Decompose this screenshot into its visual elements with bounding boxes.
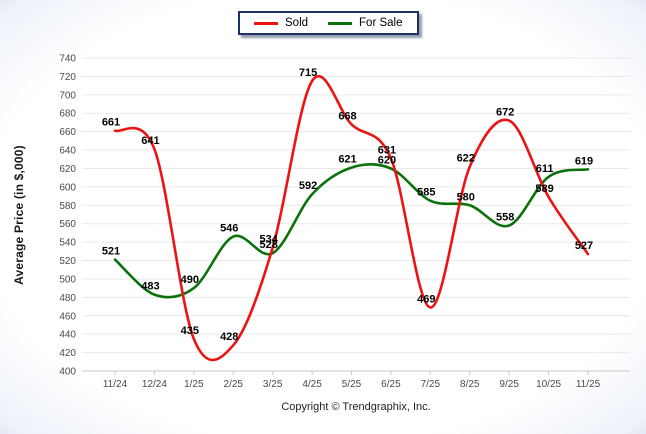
x-tick-label: 12/24 [142, 379, 167, 390]
x-tick-label: 8/25 [460, 379, 480, 390]
data-label-for-sale: 490 [181, 274, 199, 286]
y-tick-label: 740 [59, 54, 76, 65]
x-tick-label: 6/25 [381, 379, 401, 390]
x-tick-label: 4/25 [302, 379, 322, 390]
y-tick-label: 700 [59, 90, 76, 101]
x-tick-label: 11/25 [576, 379, 601, 390]
x-tick-label: 1/25 [184, 379, 204, 390]
y-tick-label: 660 [59, 127, 76, 138]
legend: Sold For Sale [238, 11, 419, 35]
y-tick-label: 560 [59, 219, 76, 230]
data-label-sold: 661 [102, 117, 120, 129]
legend-item-for-sale: For Sale [328, 17, 403, 29]
data-label-for-sale: 483 [141, 281, 159, 293]
data-label-sold: 622 [457, 153, 475, 165]
y-tick-label: 680 [59, 109, 76, 120]
series-path-sold [113, 75, 590, 362]
y-tick-label: 420 [59, 348, 76, 359]
legend-label-for-sale: For Sale [359, 17, 403, 29]
x-tick-label: 5/25 [342, 379, 362, 390]
y-tick-label: 460 [59, 311, 76, 322]
legend-label-sold: Sold [285, 17, 309, 29]
data-label-sold: 631 [378, 144, 396, 156]
y-tick-label: 540 [59, 238, 76, 249]
data-label-sold: 715 [299, 67, 317, 79]
y-tick-label: 720 [59, 72, 76, 83]
copyright-text: Copyright © Trendgraphix, Inc. [281, 401, 431, 413]
y-tick-label: 480 [59, 293, 76, 304]
for-sale-line-swatch [328, 21, 353, 25]
data-label-sold: 641 [141, 135, 159, 147]
y-tick-label: 620 [59, 164, 76, 175]
data-label-for-sale: 521 [102, 246, 120, 258]
y-tick-label: 400 [59, 367, 76, 378]
data-label-sold: 672 [496, 107, 514, 119]
x-tick-label: 11/24 [103, 379, 128, 390]
data-label-for-sale: 558 [496, 212, 514, 224]
y-axis-title: Average Price (in $,000) [12, 145, 26, 285]
y-tick-label: 580 [59, 201, 76, 212]
y-tick-label: 440 [59, 330, 76, 341]
data-label-sold: 534 [259, 234, 278, 246]
x-tick-label: 9/25 [499, 379, 519, 390]
x-tick-label: 10/25 [536, 379, 561, 390]
y-tick-label: 640 [59, 146, 76, 157]
data-label-for-sale: 528 [259, 239, 277, 251]
data-label-sold: 435 [181, 325, 199, 337]
x-tick-label: 3/25 [263, 379, 283, 390]
legend-item-sold: Sold [254, 17, 308, 29]
data-label-for-sale: 611 [536, 163, 554, 175]
data-label-for-sale: 621 [338, 154, 356, 166]
data-label-for-sale: 592 [299, 180, 317, 192]
data-label-for-sale: 585 [417, 187, 435, 199]
data-label-for-sale: 546 [220, 223, 238, 235]
data-label-sold: 668 [338, 110, 356, 122]
x-tick-label: 2/25 [224, 379, 244, 390]
y-tick-label: 500 [59, 274, 76, 285]
y-tick-label: 600 [59, 182, 76, 193]
x-tick-label: 7/25 [421, 379, 441, 390]
data-label-sold: 428 [220, 331, 238, 343]
data-label-for-sale: 619 [575, 155, 593, 167]
data-label-sold: 589 [535, 183, 553, 195]
data-label-sold: 469 [417, 293, 435, 305]
sold-line-swatch [254, 21, 278, 25]
data-label-for-sale: 580 [457, 191, 475, 203]
y-tick-label: 520 [59, 256, 76, 267]
data-label-for-sale: 620 [378, 154, 396, 166]
data-label-sold: 527 [575, 240, 593, 252]
series-path-for-sale [113, 163, 590, 299]
